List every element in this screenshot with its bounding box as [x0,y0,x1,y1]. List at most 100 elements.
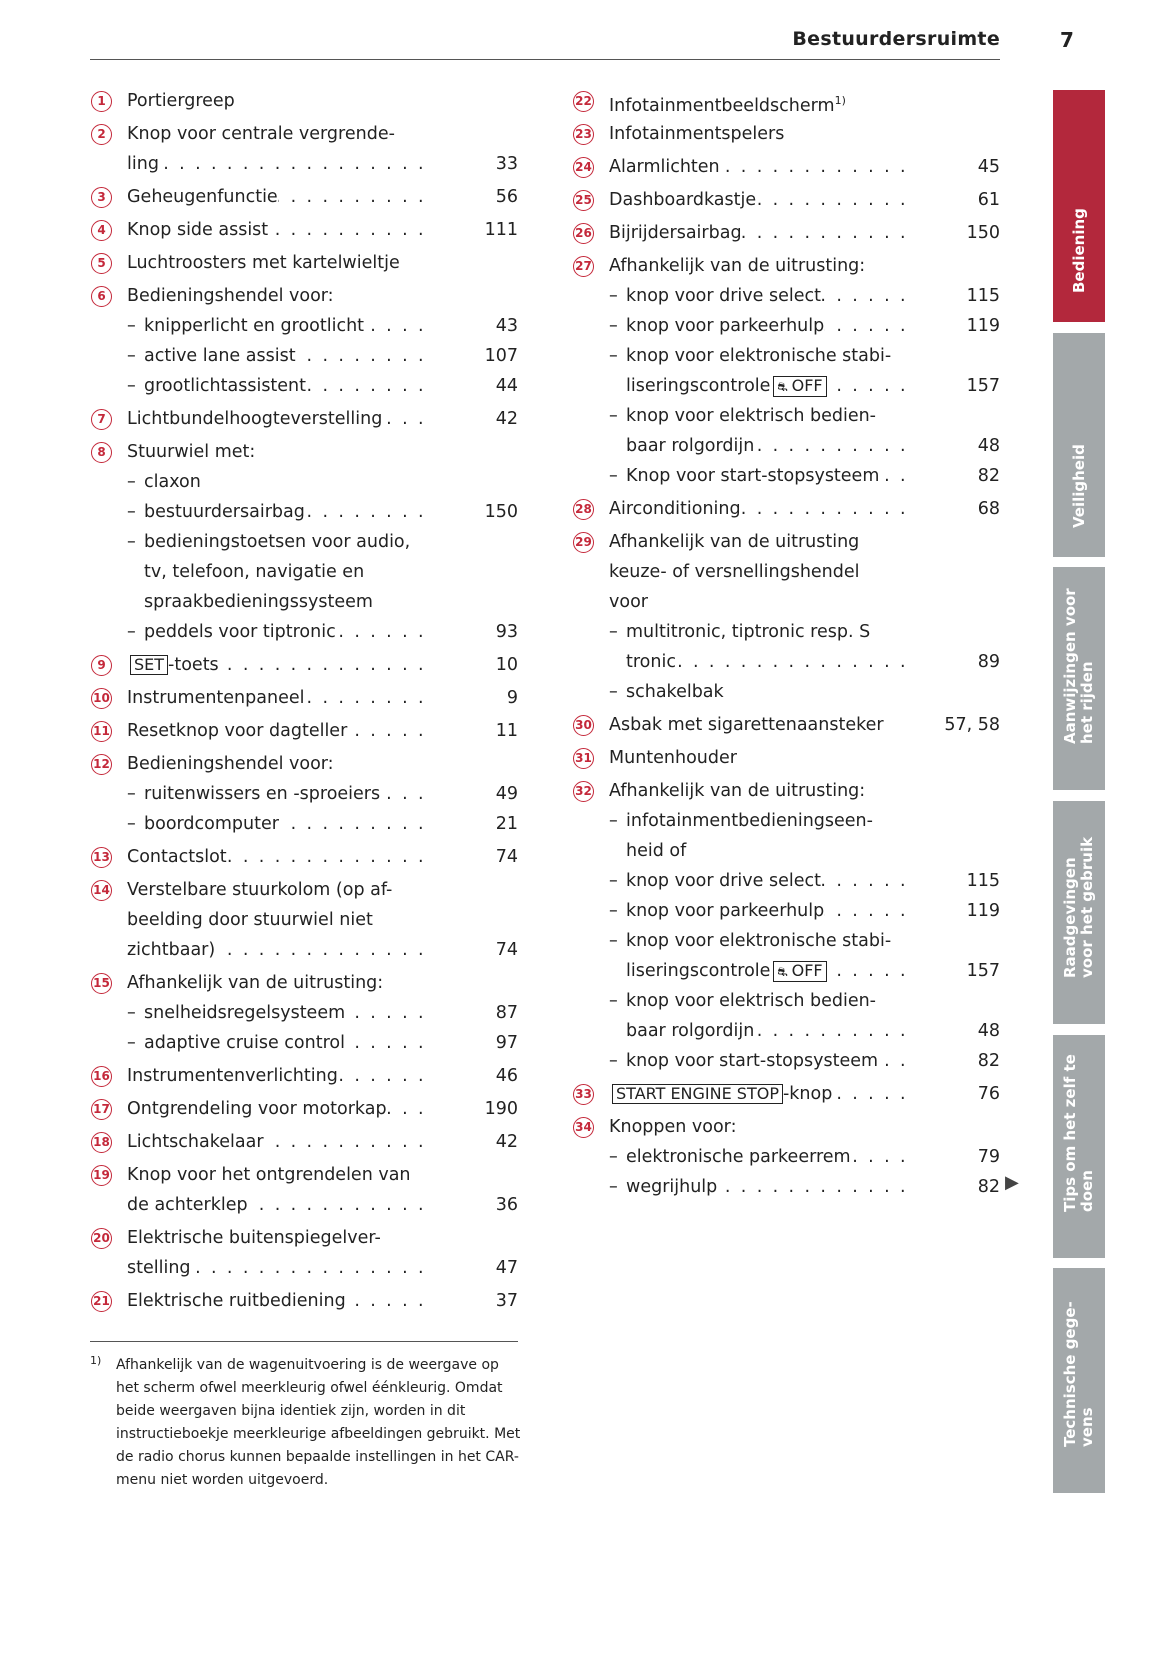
chapter-tab[interactable]: Tips om het zelf te doen [1053,1035,1105,1258]
page-reference[interactable]: 111 [484,220,518,240]
dot-leader: . . . . . . . . . . . . . . . . . . . . … [386,1099,426,1119]
page-reference[interactable]: 190 [484,1099,518,1119]
dot-leader: . . . . . . . . . . . . . . . . . . . . … [878,1051,908,1071]
item-text: schakelbak [626,682,724,702]
page-reference[interactable]: 48 [977,436,1000,456]
dot-leader: . . . . . . . . . . . . . . . . . . . . … [720,157,908,177]
page-reference[interactable]: 49 [495,784,518,804]
page-reference[interactable]: 115 [966,286,1000,306]
page-reference[interactable]: 33 [495,154,518,174]
dot-leader: . . . . . . . . . . . . . . . . . . . . … [336,622,426,642]
page-reference[interactable]: 36 [495,1195,518,1215]
page-reference[interactable]: 74 [495,847,518,867]
page-reference[interactable]: 42 [495,409,518,429]
item-number-badge: 17 [91,1099,112,1120]
dot-leader: . . . . . . . . . . . . . . . . . . . . … [741,223,908,243]
item-text: heid of [626,841,687,861]
page-reference[interactable]: 93 [495,622,518,642]
page-reference[interactable]: 157 [966,961,1000,981]
page-reference[interactable]: 87 [495,1003,518,1023]
item-text-suffix: -knop [782,1084,833,1104]
dot-leader: . . . . . . . . . . . . . . . . . . . . … [248,1195,426,1215]
dot-leader: . . . . . . . . . . . . . . . . . . . . … [345,1033,426,1053]
page-reference[interactable]: 150 [966,223,1000,243]
legend-list-right: 22 Infotainmentbeeldscherm1) 23 Infotainmen… [572,86,1000,1202]
dot-leader: . . . . . . . . . . . . . . . . . . . . … [264,1132,426,1152]
item-number-badge: 23 [573,124,594,145]
item-text: keuze- of versnellingshendel [609,562,860,582]
dash-bullet: – [127,784,136,804]
item-text: wegrijhulp [626,1177,718,1197]
legend-item: 24 Alarmlichten . . . . . . . . . . . . .… [572,152,1000,182]
item-number-badge: 20 [91,1228,112,1249]
page-reference[interactable]: 43 [495,316,518,336]
page-reference[interactable]: 150 [484,502,518,522]
page-reference[interactable]: 44 [495,376,518,396]
page-reference[interactable]: 157 [966,376,1000,396]
dot-leader: . . . . . . . . . . . . . . . . . . . . … [364,316,426,336]
page-reference[interactable]: 68 [977,499,1000,519]
item-number-badge: 34 [573,1117,594,1138]
page-reference[interactable]: 76 [977,1084,1000,1104]
dot-leader: . . . . . . . . . . . . . . . . . . . . … [159,154,426,174]
page-reference[interactable]: 82 [977,466,1000,486]
item-text: Infotainmentspelers [609,124,785,144]
page-reference[interactable]: 21 [495,814,518,834]
page-reference[interactable]: 48 [977,1021,1000,1041]
item-text: Lichtbundelhoogteverstelling [127,409,383,429]
legend-subitem: –adaptive cruise control . . . . . . . .… [90,1028,518,1058]
chapter-tab[interactable]: Technische gege- vens [1053,1268,1105,1493]
page-reference[interactable]: 10 [495,655,518,675]
item-text: knop voor elektrisch bedien- [626,406,876,426]
page-reference[interactable]: 37 [495,1291,518,1311]
page-reference[interactable]: 82 [977,1051,1000,1071]
dot-leader: . . . . . . . . . . . . . . . . . . . . … [382,409,426,429]
page-reference[interactable]: 46 [495,1066,518,1086]
control-label-box: ⛐ OFF [773,961,827,982]
page-reference[interactable]: 97 [495,1033,518,1053]
item-text: baar rolgordijn [626,1021,755,1041]
item-text: Knop voor centrale vergrende- [127,124,395,144]
chapter-tab[interactable]: Bediening [1053,90,1105,322]
page-reference[interactable]: 9 [506,688,518,708]
page-reference[interactable]: 79 [977,1147,1000,1167]
item-text: beelding door stuurwiel niet [127,910,373,930]
chapter-tab[interactable]: Veiligheid [1053,333,1105,557]
page-reference[interactable]: 119 [966,316,1000,336]
dot-leader: . . . . . . . . . . . . . . . . . . . . … [345,1003,426,1023]
page-reference[interactable]: 45 [977,157,1000,177]
legend-subitem: – knop voor elektrisch bedien-baar rolgor… [572,986,1000,1046]
item-text: baar rolgordijn [626,436,755,456]
item-number-badge: 5 [91,253,112,274]
chapter-tab[interactable]: Raadgevingen voor het gebruik [1053,801,1105,1024]
page-reference[interactable]: 74 [495,940,518,960]
legend-item: 25 Dashboardkastje . . . . . . . . . . . … [572,185,1000,215]
chapter-tab-label: Raadgevingen voor het gebruik [1061,836,1096,978]
page-reference[interactable]: 47 [495,1258,518,1278]
page-reference[interactable]: 89 [977,652,1000,672]
legend-subitem: – infotainmentbedieningseen-heid of [572,806,1000,866]
item-text: knop voor elektronische stabi- [626,931,892,951]
legend-subitem: –knop voor drive select . . . . . . . . … [572,866,1000,896]
page-reference[interactable]: 57, 58 [944,715,1000,735]
control-label-box: SET [130,655,169,675]
page-reference[interactable]: 61 [977,190,1000,210]
item-number-badge: 33 [573,1084,594,1105]
legend-subitem: – multitronic, tiptronic resp. S tronic . … [572,617,1000,677]
control-label: SET [134,655,165,674]
chapter-tab[interactable]: Aanwijzingen voor het rijden [1053,567,1105,790]
page-reference[interactable]: 119 [966,901,1000,921]
page-reference[interactable]: 107 [484,346,518,366]
dot-leader: . . . . . . . . . . . . . . . . . . . . … [879,466,908,486]
page-reference[interactable]: 11 [495,721,518,741]
item-text: knop voor drive select [626,286,821,306]
page-reference[interactable]: 115 [966,871,1000,891]
item-text: de achterklep [127,1195,248,1215]
page-reference[interactable]: 42 [495,1132,518,1152]
item-text: claxon [144,472,201,492]
page-reference[interactable]: 56 [495,187,518,207]
dot-leader: . . . . . . . . . . . . . . . . . . . . … [215,940,426,960]
chapter-tab-label: Aanwijzingen voor het rijden [1061,588,1096,744]
page-reference[interactable]: 82 [977,1177,1000,1197]
dot-leader: . . . . . . . . . . . . . . . . . . . . … [305,502,426,522]
